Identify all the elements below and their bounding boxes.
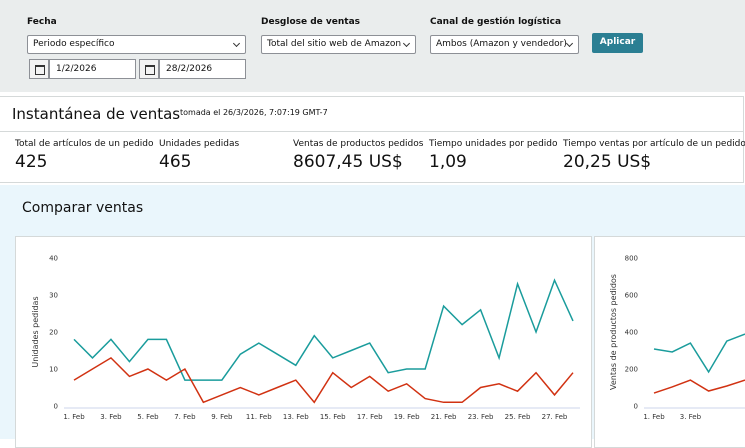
metric-value: 425 — [15, 152, 48, 172]
select[interactable]: Total del sitio web de Amazon — [261, 35, 416, 54]
charts: Unidades pedidas 0 10 20 30 40 1. Feb 3. Feb 5. … — [31, 255, 745, 421]
y-tick-label: 10 — [49, 366, 58, 374]
compare-section: Comparar ventas — [0, 185, 745, 448]
select[interactable]: Ambos (Amazon y vendedor) — [430, 35, 579, 54]
filter-bar: Fecha Periodo específico 1/2/2026 28/2/2… — [0, 0, 745, 92]
x-tick-label: 9. Feb — [211, 413, 233, 421]
x-tick-label: 19. Feb — [394, 413, 420, 421]
y-tick-label: 20 — [49, 329, 58, 337]
metric-label: Unidades pedidas — [159, 139, 240, 149]
x-tick-label: 3. Feb — [680, 413, 702, 421]
x-tick-label: 11. Feb — [246, 413, 272, 421]
x-tick-label: 13. Feb — [283, 413, 309, 421]
x-tick-label: 27. Feb — [542, 413, 568, 421]
series-line — [73, 356, 574, 404]
snapshot: Instantánea de ventas tomada el 26/3/202… — [0, 96, 745, 183]
y-tick-label: 30 — [49, 292, 58, 300]
x-tick-label: 1. Feb — [643, 413, 665, 421]
calendar-icon[interactable] — [139, 59, 159, 79]
x-tick-label: 17. Feb — [357, 413, 383, 421]
metric-value: 20,25 US$ — [563, 152, 652, 172]
y-axis-label: Ventas de productos pedidos — [609, 274, 618, 390]
label: Canal de gestión logística — [430, 17, 562, 27]
y-tick-label: 400 — [625, 329, 638, 337]
metric-value: 465 — [159, 152, 192, 172]
date-input[interactable]: 28/2/2026 — [159, 59, 246, 79]
y-tick-label: 200 — [625, 366, 638, 374]
y-axis-label: Unidades pedidas — [31, 296, 40, 367]
metric-label: Total de artículos de un pedido — [15, 139, 154, 149]
label: Fecha — [27, 17, 57, 27]
series-line — [73, 278, 574, 381]
metric-value: 1,09 — [429, 152, 467, 172]
y-tick-label: 800 — [625, 255, 638, 263]
x-tick-label: 3. Feb — [100, 413, 122, 421]
apply-button[interactable]: Aplicar — [592, 33, 643, 53]
metric-label: Tiempo ventas por artículo de un pedido — [563, 139, 745, 149]
metric-label: Tiempo unidades por pedido — [429, 139, 558, 149]
x-tick-label: 23. Feb — [468, 413, 494, 421]
date-input[interactable]: 1/2/2026 — [49, 59, 136, 79]
metric-value: 8607,45 US$ — [293, 152, 403, 172]
select[interactable]: Periodo específico — [27, 35, 246, 54]
calendar-icon[interactable] — [29, 59, 49, 79]
series-line — [653, 333, 745, 374]
page: Fecha Periodo específico 1/2/2026 28/2/2… — [0, 0, 745, 439]
series-line — [653, 379, 745, 394]
x-tick-label: 21. Feb — [431, 413, 457, 421]
x-tick-label: 1. Feb — [63, 413, 85, 421]
y-tick-label: 0 — [54, 403, 58, 411]
snapshot-title: Instantánea de ventas — [12, 105, 181, 123]
y-tick-label: 0 — [634, 403, 638, 411]
x-tick-label: 15. Feb — [320, 413, 346, 421]
y-tick-label: 40 — [49, 255, 58, 263]
metric-label: Ventas de productos pedidos — [293, 139, 424, 149]
x-tick-label: 25. Feb — [505, 413, 531, 421]
y-tick-label: 600 — [625, 292, 638, 300]
snapshot-time: tomada el 26/3/2026, 7:07:19 GMT-7 — [180, 108, 328, 117]
label: Desglose de ventas — [261, 17, 361, 27]
divider — [0, 131, 743, 132]
x-tick-label: 7. Feb — [174, 413, 196, 421]
compare-title: Comparar ventas — [22, 200, 144, 216]
x-tick-label: 5. Feb — [137, 413, 159, 421]
